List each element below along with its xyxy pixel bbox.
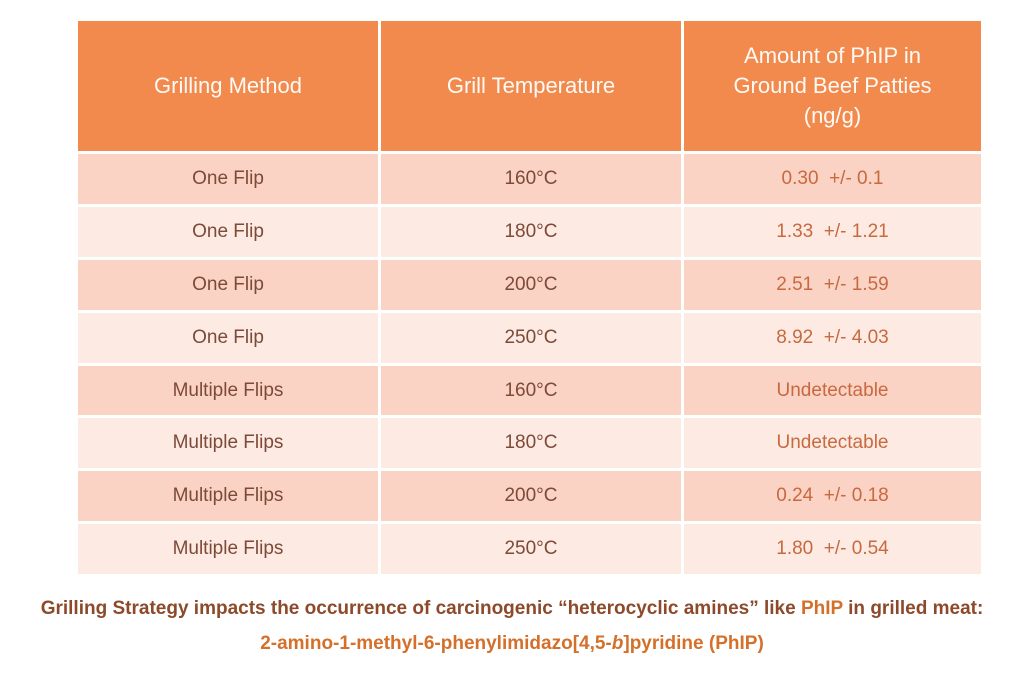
cell-method: Multiple Flips — [78, 524, 378, 575]
cell-temperature: 250°C — [381, 524, 681, 575]
cell-amount: 2.51 +/- 1.59 — [684, 259, 981, 310]
cell-temperature: 200°C — [381, 259, 681, 310]
cell-temperature: 160°C — [381, 365, 681, 416]
cell-amount: 1.80 +/- 0.54 — [684, 524, 981, 575]
cell-amount: 8.92 +/- 4.03 — [684, 312, 981, 363]
caption-text-prefix: Grilling Strategy impacts the occurrence… — [40, 598, 801, 619]
caption-line-1: Grilling Strategy impacts the occurrence… — [0, 597, 1024, 622]
chemical-name-italic-b: b — [611, 632, 624, 654]
header-grilling-method: Grilling Method — [78, 21, 378, 151]
cell-temperature: 180°C — [381, 206, 681, 257]
caption-phip-highlight: PhIP — [800, 598, 843, 619]
chemical-name-pre: 2-amino-1-methyl-6-phenylimidazo[4,5- — [260, 632, 612, 654]
phip-data-table: Grilling Method Grill Temperature Amount… — [78, 21, 981, 575]
cell-method: Multiple Flips — [78, 418, 378, 469]
cell-amount: Undetectable — [684, 365, 981, 416]
cell-method: One Flip — [78, 259, 378, 310]
chemical-name-post: ]pyridine (PhIP) — [623, 632, 764, 654]
cell-temperature: 200°C — [381, 471, 681, 522]
cell-method: One Flip — [78, 206, 378, 257]
cell-amount: 1.33 +/- 1.21 — [684, 206, 981, 257]
cell-temperature: 250°C — [381, 312, 681, 363]
caption-line-2: 2-amino-1-methyl-6-phenylimidazo[4,5-b]p… — [0, 632, 1024, 657]
cell-method: One Flip — [78, 154, 378, 204]
cell-amount: Undetectable — [684, 418, 981, 469]
caption-text-suffix: in grilled meat: — [842, 598, 984, 619]
cell-temperature: 180°C — [381, 418, 681, 469]
cell-method: One Flip — [78, 312, 378, 363]
cell-amount: 0.30 +/- 0.1 — [684, 154, 981, 204]
cell-amount: 0.24 +/- 0.18 — [684, 471, 981, 522]
header-phip-amount: Amount of PhIP in Ground Beef Patties (n… — [684, 21, 981, 151]
cell-temperature: 160°C — [381, 154, 681, 204]
cell-method: Multiple Flips — [78, 365, 378, 416]
figure-caption: Grilling Strategy impacts the occurrence… — [0, 597, 1024, 656]
header-grill-temperature: Grill Temperature — [381, 21, 681, 151]
cell-method: Multiple Flips — [78, 471, 378, 522]
